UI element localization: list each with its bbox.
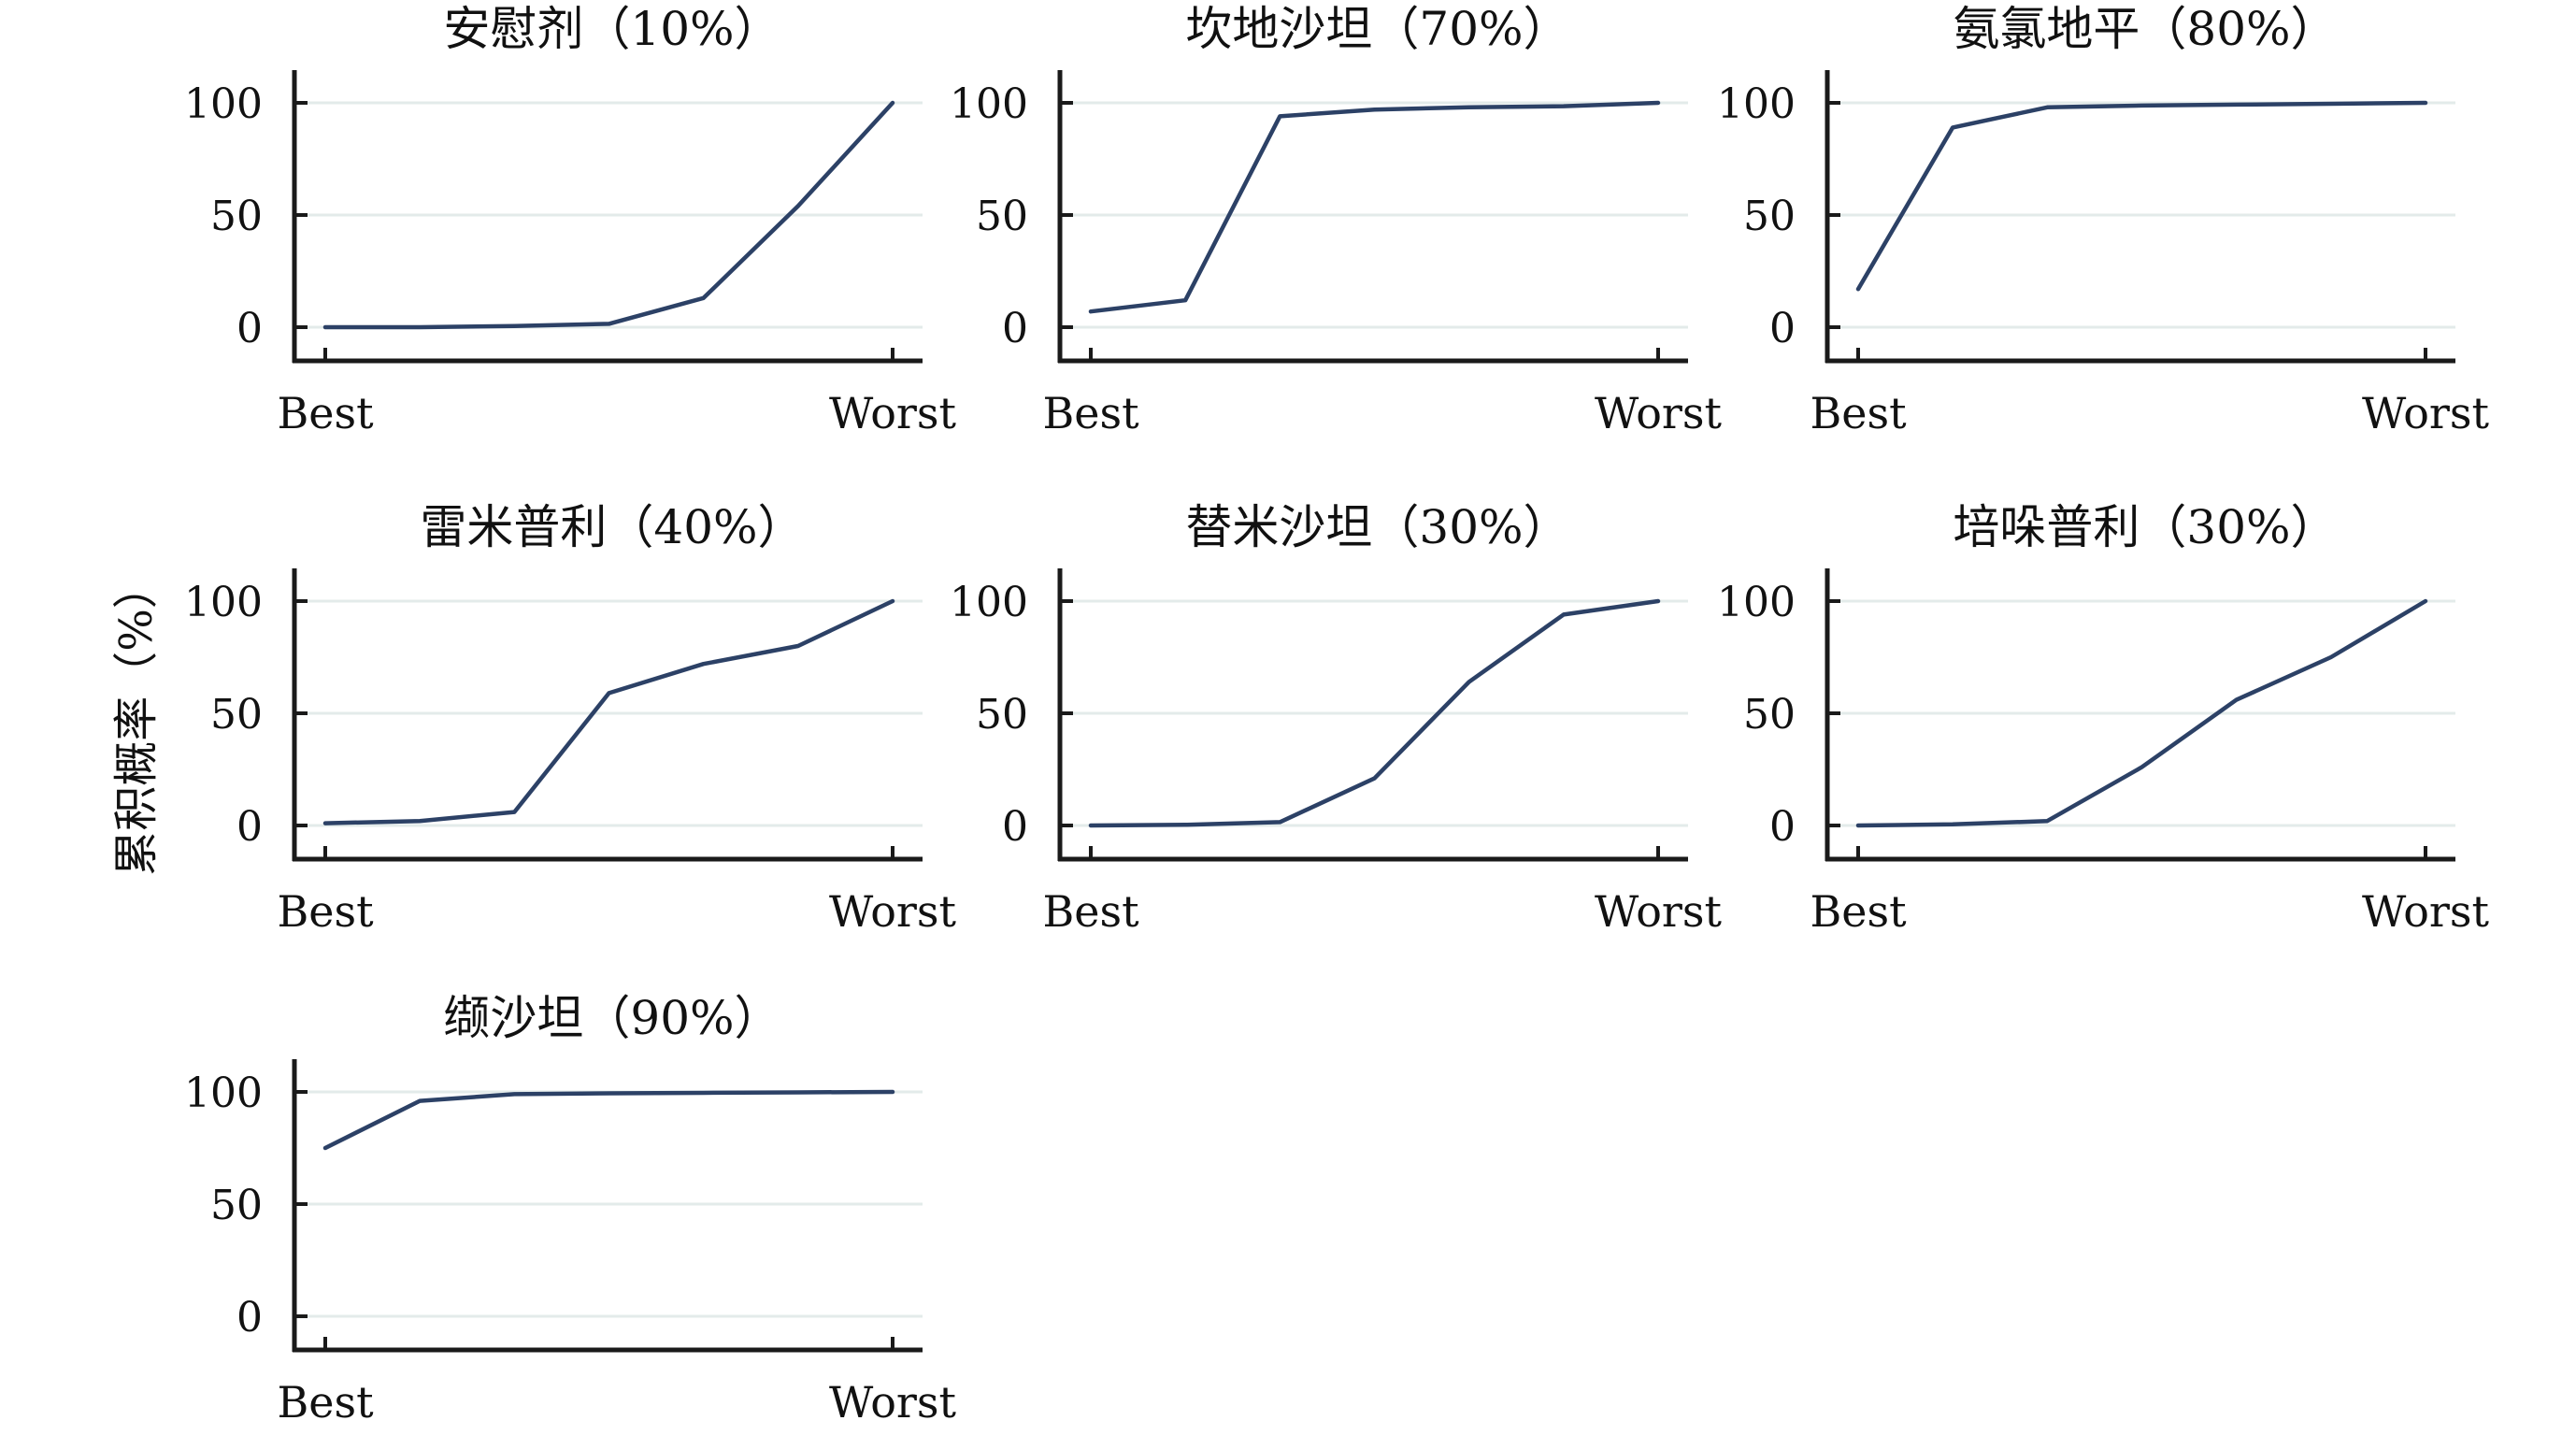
chart-panel: 氨氯地平（80%） 0 50 100 Best Worst <box>1717 2 2489 438</box>
x-tick-label: Worst <box>2362 886 2489 937</box>
y-tick-label: 0 <box>236 1294 263 1342</box>
x-tick-label: Best <box>1810 886 1907 937</box>
chart-title: 培哚普利（30%） <box>1953 500 2337 554</box>
chart-panel: 替米沙坦（30%） 0 50 100 Best Worst <box>950 500 1722 937</box>
chart-panel: 安慰剂（10%） 0 50 100 Best Worst <box>184 2 956 438</box>
panels: 安慰剂（10%） 0 50 100 Best Worst 坎地沙坦（70%） 0 50 100 Be… <box>184 2 2489 1428</box>
series-line <box>322 1089 895 1151</box>
y-tick-label: 100 <box>1717 80 1796 128</box>
y-tick-label: 100 <box>1717 579 1796 626</box>
chart-panel: 培哚普利（30%） 0 50 100 Best Worst <box>1717 500 2489 937</box>
y-tick-label: 50 <box>210 691 263 739</box>
y-tick-label: 100 <box>184 80 263 128</box>
x-tick-label: Best <box>1810 388 1907 438</box>
x-tick-label: Best <box>1042 886 1139 937</box>
x-tick-label: Best <box>277 1377 374 1428</box>
y-tick-label: 50 <box>976 691 1028 739</box>
y-tick-label: 0 <box>236 305 263 352</box>
series-line <box>1855 100 2428 292</box>
chart-title: 坎地沙坦（70%） <box>1185 2 1569 56</box>
chart-panel: 坎地沙坦（70%） 0 50 100 Best Worst <box>950 2 1722 438</box>
chart-panel: 雷米普利（40%） 0 50 100 Best Worst <box>184 500 956 937</box>
series-line <box>322 598 895 825</box>
chart-title: 替米沙坦（30%） <box>1185 500 1569 554</box>
x-tick-label: Worst <box>1595 886 1722 937</box>
chart-panel: 缬沙坦（90%） 0 50 100 Best Worst <box>184 991 956 1428</box>
y-tick-label: 50 <box>210 193 263 240</box>
chart-title: 安慰剂（10%） <box>443 2 780 56</box>
x-tick-label: Worst <box>829 388 956 438</box>
y-tick-label: 50 <box>1743 193 1796 240</box>
series-line <box>1088 100 1661 314</box>
series-line <box>322 100 895 330</box>
chart-title: 氨氯地平（80%） <box>1953 2 2337 56</box>
x-tick-label: Best <box>277 886 374 937</box>
y-tick-label: 100 <box>184 1069 263 1117</box>
x-tick-label: Worst <box>829 1377 956 1428</box>
x-tick-label: Best <box>277 388 374 438</box>
y-tick-label: 100 <box>184 579 263 626</box>
y-tick-label: 50 <box>1743 691 1796 739</box>
y-axis-label: 累积概率（%） <box>110 564 163 876</box>
y-tick-label: 50 <box>976 193 1028 240</box>
series-line <box>1855 598 2428 828</box>
y-tick-label: 0 <box>236 803 263 851</box>
y-tick-label: 0 <box>1769 305 1796 352</box>
y-tick-label: 0 <box>1002 803 1028 851</box>
x-tick-label: Worst <box>1595 388 1722 438</box>
x-tick-label: Worst <box>829 886 956 937</box>
chart-title: 雷米普利（40%） <box>420 500 804 554</box>
y-tick-label: 50 <box>210 1182 263 1229</box>
y-tick-label: 0 <box>1002 305 1028 352</box>
y-tick-label: 0 <box>1769 803 1796 851</box>
x-tick-label: Best <box>1042 388 1139 438</box>
y-tick-label: 100 <box>950 80 1028 128</box>
y-tick-label: 100 <box>950 579 1028 626</box>
series-line <box>1088 598 1661 828</box>
x-tick-label: Worst <box>2362 388 2489 438</box>
chart-title: 缬沙坦（90%） <box>443 991 780 1045</box>
